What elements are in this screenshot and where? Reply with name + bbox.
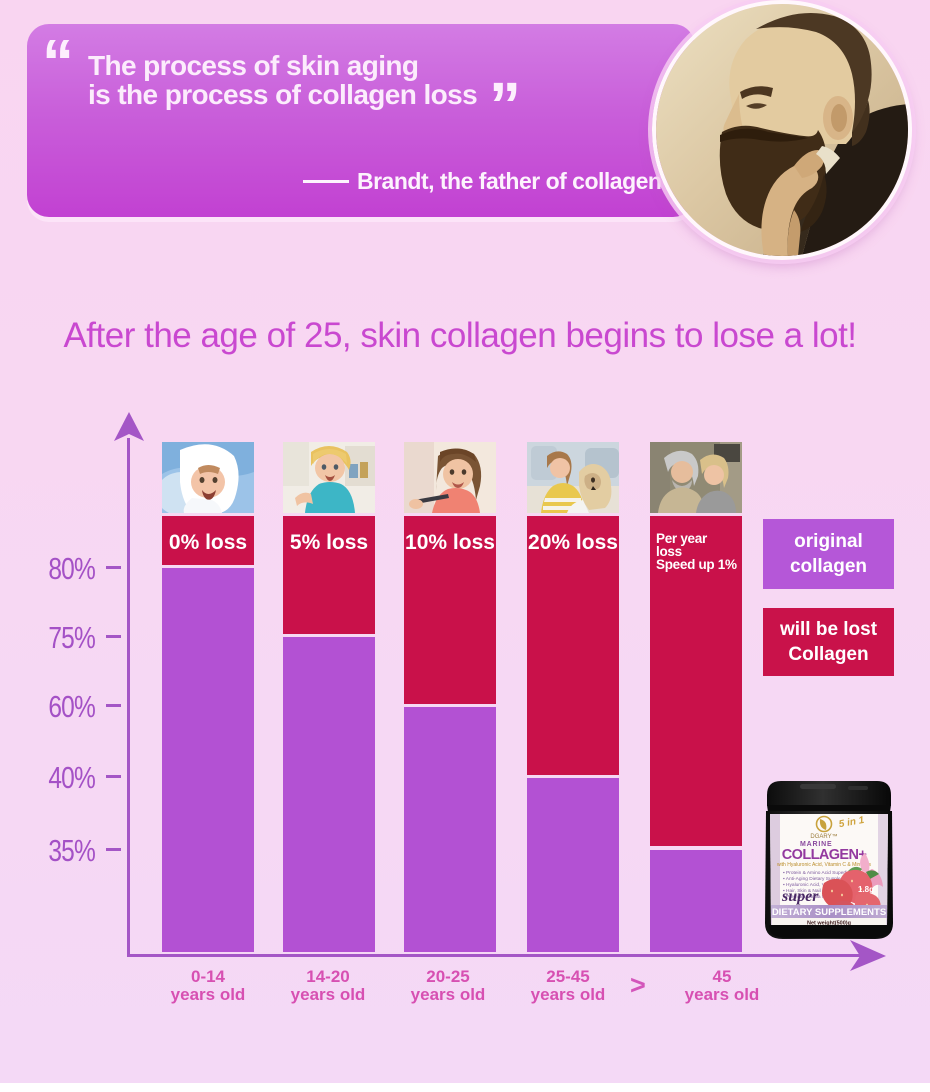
svg-text:COLLAGEN+: COLLAGEN+	[782, 847, 867, 863]
svg-text:with Hyaluronic Acid, Vitamin: with Hyaluronic Acid, Vitamin C & Minera…	[777, 862, 872, 868]
svg-text:super: super	[781, 888, 819, 905]
svg-text:5 in 1: 5 in 1	[838, 815, 866, 830]
svg-text:▪ Hair, Skin & Nail support: ▪ Hair, Skin & Nail support	[783, 888, 839, 894]
svg-text:▪ Anti-Aging Dietary Supplemen: ▪ Anti-Aging Dietary Supplement	[783, 876, 852, 882]
svg-text:MARINE: MARINE	[800, 841, 832, 848]
svg-text:DGARY™: DGARY™	[810, 833, 837, 840]
svg-text:1.8g: 1.8g	[858, 885, 874, 894]
svg-text:Net weight(500)g: Net weight(500)g	[807, 921, 851, 927]
svg-text:▪ Premium Vanilla flavour: ▪ Premium Vanilla flavour	[783, 894, 837, 900]
svg-text:▪ Hyaluronic Acid, Vitamin C&E: ▪ Hyaluronic Acid, Vitamin C&E	[783, 882, 849, 888]
svg-text:DIETARY SUPPLEMENTS: DIETARY SUPPLEMENTS	[772, 907, 886, 918]
svg-text:▪ Protein & Amino Acid Superfo: ▪ Protein & Amino Acid Superfood	[783, 870, 855, 876]
